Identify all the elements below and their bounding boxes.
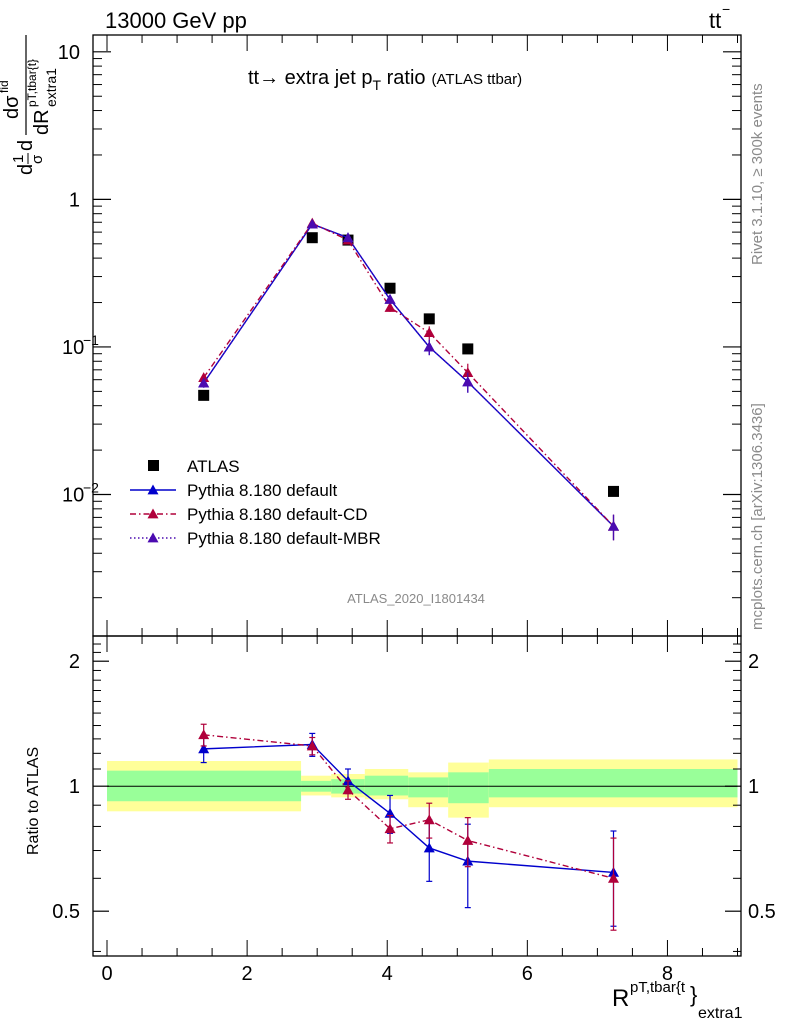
xlabel-sup: pT,tbar{t (630, 979, 686, 996)
data-point-atlas (306, 232, 318, 244)
ratio-point-pythia-8-180-default-cd (462, 834, 474, 845)
header-process-label: tt (709, 8, 721, 33)
ylabel-d: d (15, 164, 37, 175)
data-point-pythia-8-180-default-mbr (423, 341, 435, 352)
green-band-segment (488, 769, 738, 798)
legend-label: Pythia 8.180 default-MBR (187, 529, 381, 548)
ylabel-bottom: dR (31, 109, 53, 135)
ratio-y-tick-label-right: 0.5 (748, 901, 776, 923)
data-point-pythia-8-180-default-mbr (342, 232, 354, 243)
y-tick-exponent: −2 (83, 480, 99, 496)
ratio-point-pythia-8-180-default-cd (608, 872, 620, 883)
ratio-point-pythia-8-180-default (423, 842, 435, 853)
data-point-pythia-8-180-default-mbr (198, 377, 210, 388)
green-band-segment (364, 775, 409, 796)
ratio-y-tick-label-right: 2 (748, 651, 759, 673)
x-tick-label: 0 (101, 963, 112, 985)
legend-marker-atlas (148, 460, 159, 471)
y-tick-label: 10 (62, 337, 84, 359)
ratio-point-pythia-8-180-default-cd (342, 784, 354, 795)
main-y-axis-label: d 1 σ d dσ fid dR pT,tbar{t} extra1 (0, 35, 59, 175)
header-energy-label: 13000 GeV pp (105, 8, 247, 33)
green-band-segment (408, 777, 449, 798)
ratio-y-tick-label: 2 (69, 651, 80, 673)
ratio-point-pythia-8-180-default-cd (198, 729, 210, 740)
legend-label: Pythia 8.180 default-CD (187, 505, 368, 524)
data-point-pythia-8-180-default-mbr (462, 376, 474, 387)
rivet-version-label: Rivet 3.1.10, ≥ 300k events (749, 83, 766, 265)
title-arrow: → (259, 67, 279, 89)
legend-marker (147, 484, 159, 495)
main-series-layer (198, 217, 620, 541)
data-point-atlas (384, 282, 396, 294)
legend-label: ATLAS (187, 457, 240, 476)
ylabel-sup: pT,tbar{t} (25, 59, 39, 107)
data-point-atlas (423, 313, 435, 325)
ratio-y-tick-label: 1 (69, 776, 80, 798)
x-tick-label: 6 (522, 963, 533, 985)
ylabel-fid: fid (0, 80, 11, 93)
x-tick-label: 2 (242, 963, 253, 985)
data-point-pythia-8-180-default-cd (462, 367, 474, 378)
title-subscript: T (373, 77, 382, 93)
y-tick-exponent: −1 (83, 332, 99, 348)
ylabel-sigma: σ (29, 154, 46, 164)
ratio-point-pythia-8-180-default (198, 743, 210, 754)
ylabel-sub: extra1 (43, 68, 59, 107)
title-rest: ratio (381, 67, 425, 89)
mcplots-label: mcplots.cern.ch [arXiv:1306.3436] (749, 403, 766, 630)
data-point-atlas (608, 485, 620, 497)
x-axis-label: R pT,tbar{t } extra1 (612, 979, 743, 1022)
xlabel-sub: extra1 (698, 1005, 743, 1022)
legend-label: Pythia 8.180 default (187, 481, 338, 500)
xlabel-brace: } (690, 982, 697, 1007)
green-band-segment (448, 772, 489, 804)
data-point-pythia-8-180-default-mbr (608, 520, 620, 531)
ratio-y-tick-label: 0.5 (52, 901, 80, 923)
data-point-atlas (198, 389, 210, 401)
ylabel-d2: d (15, 140, 37, 151)
legend: ATLAS Pythia 8.180 default Pythia 8.180 de… (130, 457, 381, 548)
legend-marker (147, 508, 159, 519)
y-tick-label: 1 (69, 189, 80, 211)
analysis-watermark: ATLAS_2020_I1801434 (347, 591, 485, 606)
plot-title: tt→ extra jet pT ratio (ATLAS ttbar) (248, 67, 522, 93)
y-tick-label: 10 (62, 485, 84, 507)
xlabel-main: R (612, 985, 629, 1012)
header-process-bar: − (722, 1, 730, 17)
ratio-point-pythia-8-180-default-cd (306, 740, 318, 751)
title-main: extra jet p (279, 67, 372, 89)
ratio-point-pythia-8-180-default-cd (423, 814, 435, 825)
ratio-y-tick-label-right: 1 (748, 776, 759, 798)
ylabel-frac-num: 1 (10, 155, 27, 163)
data-point-pythia-8-180-default-mbr (384, 293, 396, 304)
data-point-pythia-8-180-default-mbr (306, 218, 318, 229)
ratio-point-pythia-8-180-default-cd (384, 823, 396, 834)
x-tick-label: 4 (382, 963, 393, 985)
x-tick-label: 8 (662, 963, 673, 985)
legend-marker (147, 532, 159, 543)
data-point-pythia-8-180-default-cd (384, 302, 396, 312)
ratio-y-axis-label: Ratio to ATLAS (25, 747, 42, 855)
ylabel-top: dσ (1, 95, 23, 119)
data-point-atlas (462, 343, 474, 355)
ratio-uncertainty-bands (107, 759, 738, 818)
ratio-axis-ticks: 0 2 4 6 8 0.5 0.5 1 1 2 2 (52, 636, 776, 985)
title-small: (ATLAS ttbar) (432, 71, 523, 88)
ratio-panel-frame (92, 635, 742, 957)
data-point-pythia-8-180-default-cd (423, 327, 435, 338)
ratio-series-layer (198, 723, 620, 931)
title-prefix: tt (248, 67, 260, 89)
y-tick-label: 10 (58, 42, 80, 64)
